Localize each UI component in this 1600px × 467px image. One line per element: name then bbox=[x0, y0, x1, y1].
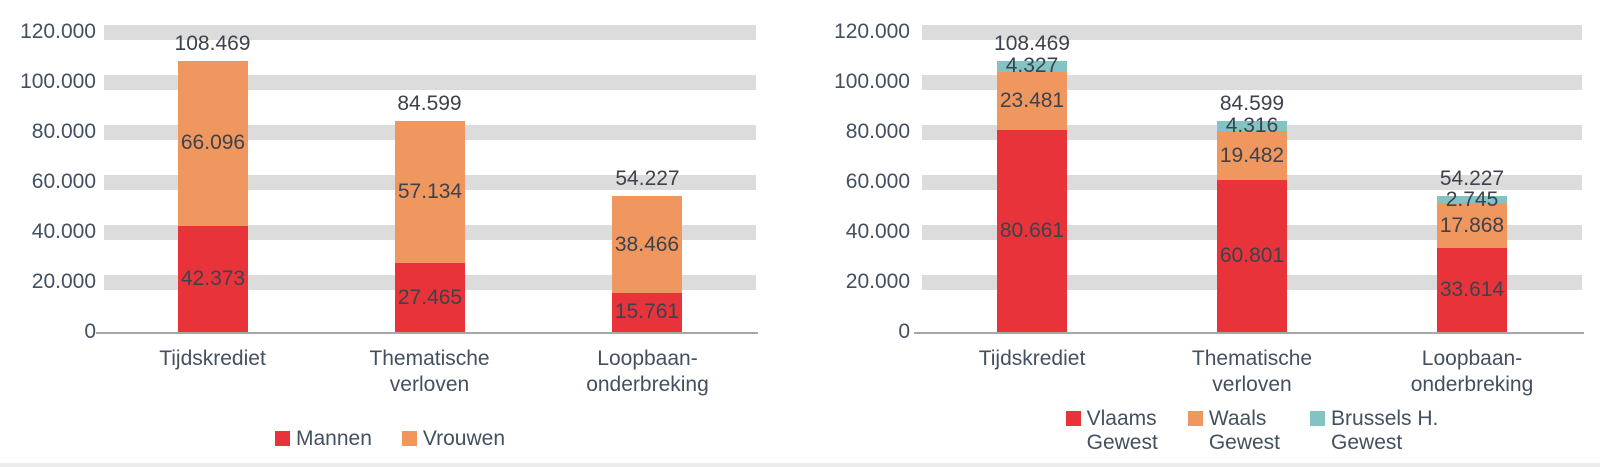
bar-segment-vlaams-gewest: 80.661 bbox=[997, 130, 1067, 332]
y-axis-tick-label: 20.000 bbox=[845, 270, 910, 293]
legend-item-vrouwen: Vrouwen bbox=[401, 427, 505, 451]
legend-item-mannen: Mannen bbox=[275, 427, 372, 451]
bar-segment-mannen: 15.761 bbox=[612, 292, 682, 332]
bar-segment-brussels-h-gewest: 4.327 bbox=[997, 54, 1067, 77]
legend-label: Vlaams Gewest bbox=[1086, 407, 1158, 454]
segment-value-label: 23.481 bbox=[999, 88, 1065, 112]
legend-item-waals-gewest: Waals Gewest bbox=[1187, 407, 1281, 455]
y-axis-tick-label: 0 bbox=[84, 320, 96, 343]
legend-label: Waals Gewest bbox=[1208, 407, 1281, 454]
segment-value-label: 15.761 bbox=[614, 300, 680, 324]
y-axis-tick-label: 80.000 bbox=[845, 120, 910, 143]
category-label: Loopbaan- onderbreking bbox=[1410, 347, 1534, 396]
bar-segment-mannen: 42.373 bbox=[178, 226, 248, 332]
bar-total-label: 84.599 bbox=[397, 92, 462, 115]
y-axis-tick-label: 100.000 bbox=[20, 70, 96, 93]
y-axis-tick-label: 80.000 bbox=[31, 120, 96, 143]
bar-segment-vlaams-gewest: 33.614 bbox=[1437, 247, 1507, 332]
segment-value-label: 4.327 bbox=[1005, 54, 1059, 78]
segment-value-label: 19.482 bbox=[1219, 143, 1285, 167]
gridline-band bbox=[104, 25, 756, 40]
y-axis-tick-label: 120.000 bbox=[20, 20, 96, 43]
y-axis-tick-label: 120.000 bbox=[834, 20, 910, 43]
segment-value-label: 80.661 bbox=[999, 219, 1065, 243]
legend-item-brussels-h-gewest: Brussels H. Gewest bbox=[1310, 407, 1438, 455]
bar-total-label: 108.469 bbox=[994, 32, 1070, 55]
category-label: Loopbaan- onderbreking bbox=[586, 347, 709, 396]
segment-value-label: 33.614 bbox=[1439, 277, 1505, 301]
left-chart-by-gender: 0 20.000 40.000 60.000 80.000 100.000 120.000 4… bbox=[0, 0, 780, 467]
bar-segment-vrouwen: 57.134 bbox=[395, 120, 465, 264]
bar-segment-waals-gewest: 17.868 bbox=[1437, 203, 1507, 248]
bottom-edge-strip bbox=[0, 463, 1600, 467]
legend-swatch-icon bbox=[275, 431, 290, 446]
bar-total-label: 84.599 bbox=[1219, 92, 1285, 115]
y-axis-tick-label: 60.000 bbox=[845, 170, 910, 193]
bar-segment-vrouwen: 38.466 bbox=[612, 196, 682, 293]
segment-value-label: 27.465 bbox=[397, 285, 463, 309]
legend-swatch-icon bbox=[401, 431, 417, 446]
category-label: Tijdskrediet bbox=[978, 347, 1086, 370]
segment-value-label: 17.868 bbox=[1439, 213, 1505, 237]
y-axis-tick-label: 60.000 bbox=[31, 170, 96, 193]
y-axis-tick-label: 0 bbox=[898, 320, 910, 343]
y-axis-tick-label: 40.000 bbox=[845, 220, 910, 243]
y-axis-tick-label: 20.000 bbox=[31, 270, 96, 293]
legend: Mannen Vrouwen bbox=[0, 427, 780, 451]
bar-segment-waals-gewest: 23.481 bbox=[997, 71, 1067, 131]
bar-total-label: 54.227 bbox=[615, 167, 680, 190]
segment-value-label: 60.801 bbox=[1219, 243, 1285, 267]
legend-label: Brussels H. Gewest bbox=[1331, 407, 1439, 454]
right-chart-by-region: 0 20.000 40.000 60.000 80.000 100.000 120.000 8… bbox=[800, 0, 1600, 467]
legend-item-vlaams-gewest: Vlaams Gewest bbox=[1065, 407, 1158, 455]
bar-segment-brussels-h-gewest: 2.745 bbox=[1437, 188, 1507, 211]
category-label: Thematische verloven bbox=[369, 347, 490, 396]
gridline-band bbox=[104, 75, 756, 90]
legend-swatch-icon bbox=[1065, 411, 1081, 426]
bar-segment-mannen: 27.465 bbox=[395, 263, 465, 332]
bar-segment-vrouwen: 66.096 bbox=[178, 60, 248, 227]
gridline-band bbox=[922, 75, 1582, 90]
segment-value-label: 2.745 bbox=[1445, 187, 1499, 211]
bar-segment-waals-gewest: 19.482 bbox=[1217, 131, 1287, 180]
bar-segment-vlaams-gewest: 60.801 bbox=[1217, 179, 1287, 332]
category-label: Thematische verloven bbox=[1191, 347, 1313, 396]
segment-value-label: 4.316 bbox=[1225, 113, 1279, 137]
bar-total-label: 108.469 bbox=[174, 32, 251, 55]
segment-value-label: 66.096 bbox=[180, 131, 246, 155]
y-axis-tick-label: 100.000 bbox=[834, 70, 910, 93]
legend-swatch-icon bbox=[1187, 411, 1203, 426]
x-axis-baseline bbox=[96, 332, 758, 334]
x-axis-baseline bbox=[914, 332, 1584, 334]
bar-segment-brussels-h-gewest: 4.316 bbox=[1217, 114, 1287, 137]
legend: Vlaams Gewest Waals Gewest Brussels H. Gew… bbox=[922, 407, 1582, 455]
segment-value-label: 42.373 bbox=[180, 267, 246, 291]
category-label: Tijdskrediet bbox=[159, 347, 266, 370]
legend-label: Mannen bbox=[296, 427, 372, 450]
segment-value-label: 38.466 bbox=[614, 232, 680, 256]
legend-label: Vrouwen bbox=[422, 427, 505, 450]
gridline-band bbox=[922, 25, 1582, 40]
segment-value-label: 57.134 bbox=[397, 179, 463, 203]
bar-total-label: 54.227 bbox=[1439, 167, 1505, 190]
legend-swatch-icon bbox=[1310, 411, 1326, 426]
y-axis-tick-label: 40.000 bbox=[31, 220, 96, 243]
